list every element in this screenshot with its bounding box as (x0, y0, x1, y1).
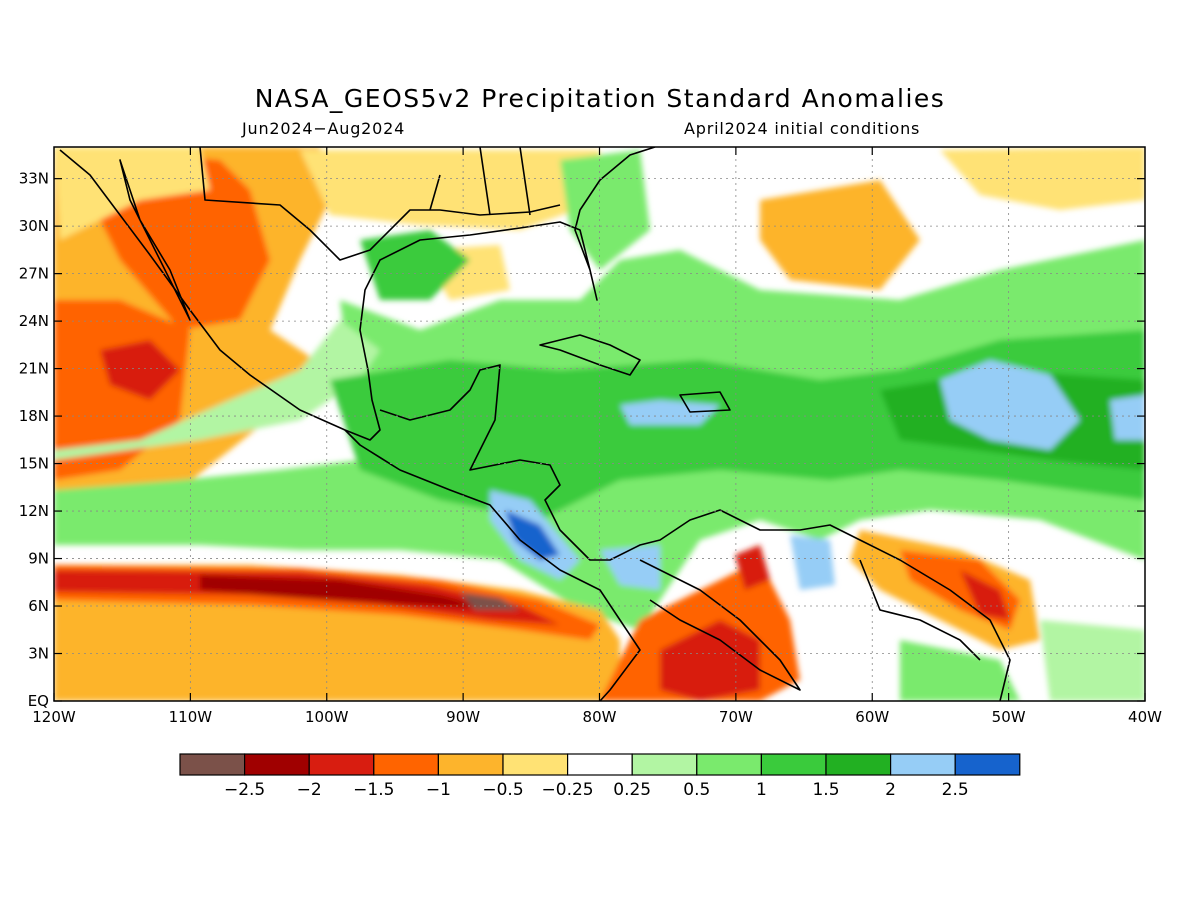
colorbar-label: 2.5 (942, 780, 969, 800)
anomaly-region-wet-light (54, 320, 380, 460)
colorbar-label: −2 (297, 780, 322, 800)
anomaly-region-atlantic-dry-east (760, 180, 920, 290)
x-tick-label: 100W (305, 708, 349, 726)
y-axis: EQ 3N 6N 9N 12N 15N 18N 21N 24N 27N 30N 33N (19, 170, 1145, 710)
x-tick-label: 80W (583, 708, 617, 726)
colorbar-swatch (244, 753, 310, 776)
y-tick-label: 6N (28, 597, 49, 615)
y-tick-label: 24N (19, 312, 49, 330)
initial-conditions: April2024 initial conditions (684, 119, 921, 138)
colorbar-label: −0.5 (482, 780, 523, 800)
colorbar-swatch (373, 753, 439, 776)
anomaly-region-hispaniola-wet (620, 400, 720, 425)
colorbar-swatch (179, 753, 246, 776)
anomaly-region-atlantic-dry-north (300, 150, 600, 230)
map-grid (54, 147, 1145, 701)
x-tick-label: 110W (169, 708, 213, 726)
colorbar-label: 0.25 (613, 780, 651, 800)
colorbar-swatch (889, 753, 956, 776)
coastlines (59, 147, 1011, 701)
colorbar-label: −1.5 (353, 780, 394, 800)
y-tick-label: 27N (19, 265, 49, 283)
colorbar-swatch (954, 753, 1021, 776)
colorbar-swatch (502, 753, 569, 776)
x-tick-label: 60W (855, 708, 889, 726)
anomaly-region-costa-rica-wettest (505, 510, 560, 560)
y-tick-label: 12N (19, 502, 49, 520)
colorbar-swatch (631, 753, 698, 776)
anomaly-region-pacific-driest (100, 340, 180, 400)
forecast-period: Jun2024−Aug2024 (242, 119, 406, 138)
colorbar-swatch (437, 753, 504, 776)
colorbar-label: 1.5 (812, 780, 839, 800)
y-tick-label: 15N (19, 455, 49, 473)
anomaly-region-wet-carib (330, 330, 1145, 520)
x-axis: 120W 110W 100W 90W 80W 70W 60W 50W 40W (32, 147, 1162, 726)
y-tick-label: EQ (28, 692, 49, 710)
anomaly-region-wet-gulf (360, 230, 470, 300)
colorbar-label: 2 (885, 780, 896, 800)
anomaly-region-brazil-wet (900, 640, 1020, 701)
x-tick-label: 120W (32, 708, 76, 726)
y-tick-label: 33N (19, 170, 49, 188)
colorbar-swatch (566, 753, 633, 776)
chart-title: NASA_GEOS5v2 Precipitation Standard Anom… (254, 84, 946, 113)
colorbar: −2.5 −2 −1.5 −1 −0.5 −0.25 0.25 0.5 1 1.5 2 2.5 (179, 753, 1021, 800)
y-tick-label: 18N (19, 407, 49, 425)
y-tick-label: 9N (28, 550, 49, 568)
colorbar-swatch (760, 753, 827, 776)
anomaly-region-itcz-max (460, 592, 520, 610)
colorbar-swatch (308, 753, 375, 776)
colorbar-swatch (825, 753, 892, 776)
colorbar-label: −1 (426, 780, 451, 800)
anomaly-region-venezuela-dry (735, 545, 770, 590)
anomaly-region-colombia-drier (660, 620, 760, 701)
x-tick-label: 90W (446, 708, 480, 726)
y-tick-label: 3N (28, 645, 49, 663)
x-tick-label: 40W (1128, 708, 1162, 726)
anomaly-region-wet-atlantic-blue (940, 360, 1080, 450)
x-tick-label: 70W (719, 708, 753, 726)
y-tick-label: 21N (19, 360, 49, 378)
anomaly-region-wet-atlantic-blue2 (1110, 395, 1145, 440)
anomaly-region-itcz-extreme (200, 575, 500, 610)
anomaly-region-panama-wet (600, 545, 660, 590)
anomaly-region-atlantic-equator-wet (1040, 620, 1145, 701)
anomaly-region-atlantic-dry-far-east (940, 147, 1145, 210)
colorbar-label: −2.5 (224, 780, 265, 800)
colorbar-swatch (696, 753, 762, 776)
x-tick-label: 50W (992, 708, 1026, 726)
y-tick-label: 30N (19, 217, 49, 235)
anomaly-region-guiana-driest (960, 570, 1010, 620)
colorbar-label: −0.25 (542, 780, 594, 800)
colorbar-label: 0.5 (683, 780, 710, 800)
anomaly-region-venezuela-wet (790, 535, 835, 590)
colorbar-label: 1 (756, 780, 767, 800)
